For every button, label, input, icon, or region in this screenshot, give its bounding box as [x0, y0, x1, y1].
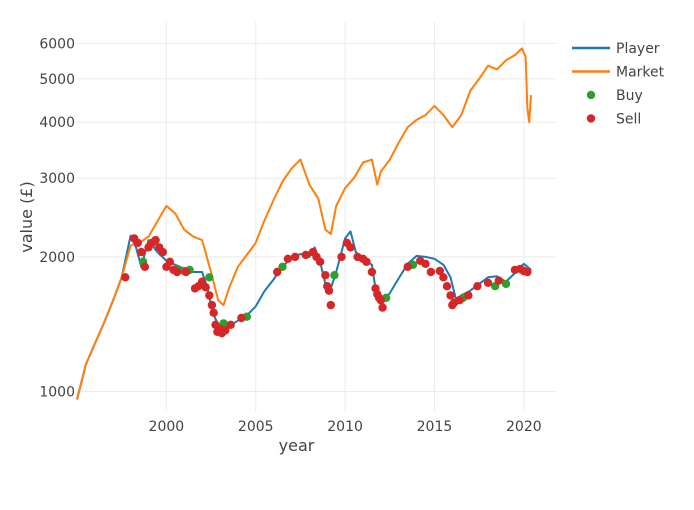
sell-point — [446, 291, 455, 300]
sell-point — [435, 266, 444, 276]
sell-point — [439, 273, 448, 282]
legend-item-player: Player — [572, 41, 660, 57]
sell-point — [158, 247, 167, 257]
legend-label: Player — [616, 41, 660, 57]
legend: Player Market Buy Sell — [572, 41, 665, 128]
sell-point — [151, 235, 160, 245]
x-tick-label: 2010 — [327, 419, 363, 435]
x-tick-label: 2020 — [506, 419, 542, 435]
sell-point — [362, 257, 371, 266]
x-axis-title: year — [279, 436, 315, 455]
sell-point — [367, 267, 377, 277]
sell-point — [283, 254, 293, 263]
sell-point — [273, 267, 282, 277]
x-tick-label: 2000 — [149, 419, 185, 435]
plot-area — [76, 47, 532, 400]
sell-point — [376, 296, 385, 305]
buy-point — [330, 271, 339, 280]
sell-point — [165, 257, 175, 266]
sell-point — [209, 308, 218, 317]
market-series — [76, 47, 532, 400]
legend-label: Market — [616, 65, 665, 81]
sell-point — [181, 267, 191, 277]
buy-point — [278, 262, 287, 271]
legend-label: Buy — [616, 88, 643, 104]
y-tick-label: 1000 — [39, 385, 75, 401]
grid — [77, 22, 556, 412]
sell-point — [426, 267, 436, 277]
sell-point — [221, 326, 230, 335]
y-tick-label: 6000 — [39, 36, 75, 52]
sell-point — [207, 300, 217, 310]
legend-item-market: Market — [572, 65, 665, 81]
axis-ticks: 2000 2005 2010 2015 2020 1000 2000 3000 4000 5000… — [39, 36, 541, 435]
sell-point — [205, 291, 214, 300]
y-tick-label: 2000 — [39, 250, 75, 266]
sell-point — [421, 259, 430, 268]
buy-point — [501, 279, 511, 289]
sell-point — [346, 243, 355, 252]
sell-point — [201, 283, 210, 292]
market-line — [76, 47, 532, 400]
y-axis-title: value (£) — [17, 181, 36, 252]
sell-point — [290, 252, 300, 262]
sell-point — [455, 296, 464, 305]
buy-point — [205, 273, 214, 282]
sell-point — [473, 282, 482, 291]
sell-point — [324, 286, 334, 295]
sell-point — [137, 247, 146, 257]
sell-point — [337, 252, 346, 262]
sell-point — [315, 257, 325, 266]
sell-point — [523, 267, 532, 277]
sell-point — [121, 273, 130, 282]
sell-point — [403, 262, 412, 271]
y-tick-label: 5000 — [39, 72, 75, 88]
legend-item-buy: Buy — [586, 88, 643, 104]
sell-point — [321, 271, 330, 280]
sell-point — [226, 320, 235, 329]
sell-series — [121, 234, 532, 338]
sell-point — [464, 291, 473, 300]
y-tick-label: 4000 — [39, 115, 75, 131]
sell-point — [172, 267, 182, 277]
legend-item-sell: Sell — [586, 112, 641, 128]
legend-swatch — [586, 90, 596, 100]
sell-point — [301, 250, 310, 260]
sell-point — [140, 262, 150, 271]
sell-point — [237, 313, 246, 323]
sell-point — [483, 278, 493, 287]
sell-point — [378, 303, 387, 312]
y-tick-label: 3000 — [39, 171, 75, 187]
sell-point — [326, 300, 335, 310]
sell-point — [494, 276, 503, 285]
x-tick-label: 2015 — [417, 419, 453, 435]
legend-swatch — [586, 114, 596, 123]
sell-point — [442, 282, 452, 291]
x-tick-label: 2005 — [238, 419, 274, 435]
sell-point — [133, 238, 142, 247]
legend-label: Sell — [616, 112, 641, 128]
